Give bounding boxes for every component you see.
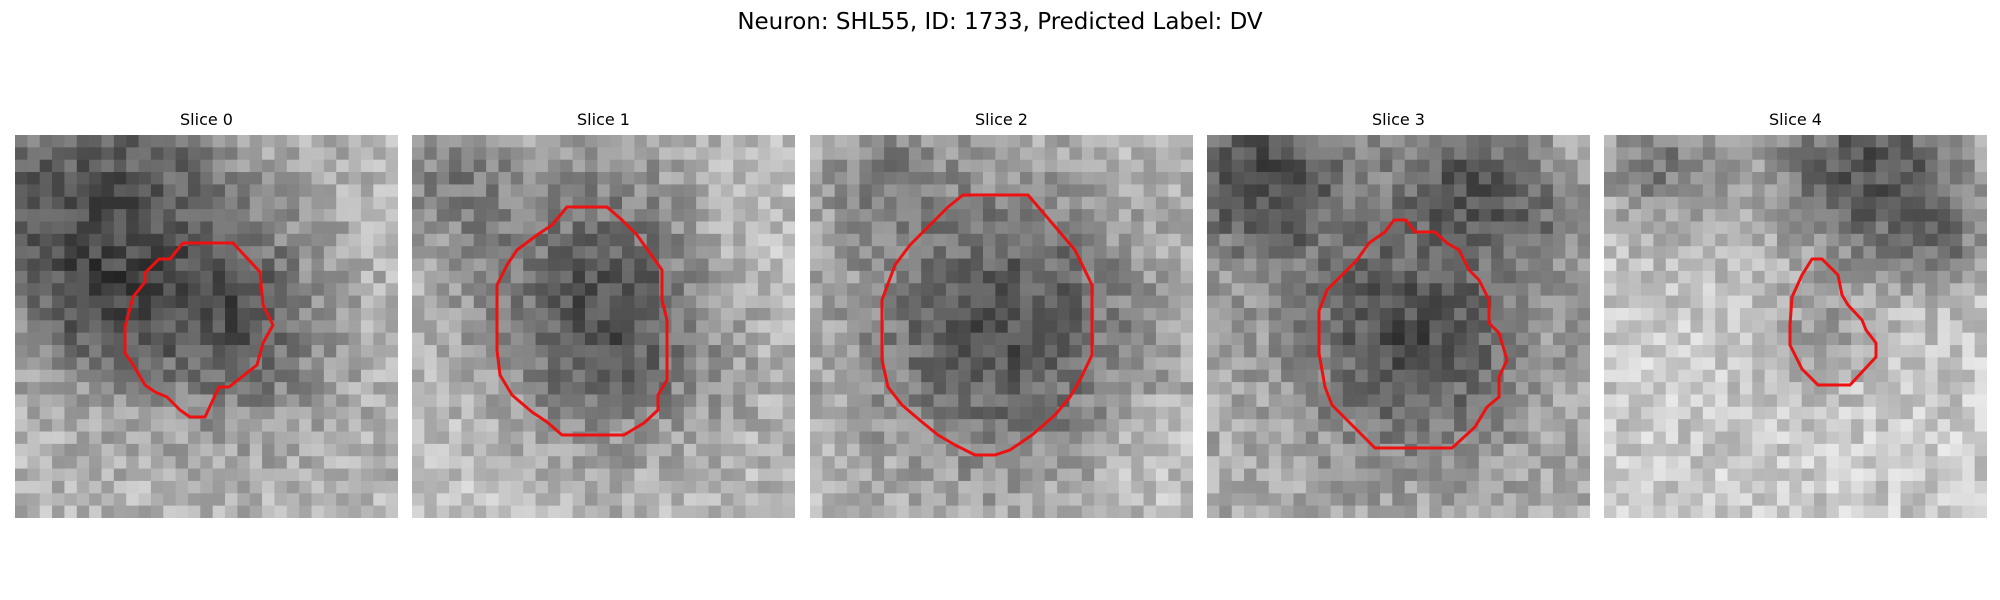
slice-panel-0: Slice 0 — [15, 109, 398, 518]
slice-image-0 — [15, 135, 398, 518]
slice-title-3: Slice 3 — [1372, 110, 1425, 129]
slice-panel-2: Slice 2 — [810, 109, 1193, 518]
slice-title-2: Slice 2 — [975, 110, 1028, 129]
figure-title: Neuron: SHL55, ID: 1733, Predicted Label… — [737, 9, 1263, 35]
slice-title-0: Slice 0 — [180, 110, 233, 129]
slice-panel-3: Slice 3 — [1207, 109, 1590, 518]
slice-title-1: Slice 1 — [577, 110, 630, 129]
slice-image-2 — [810, 135, 1193, 518]
microscopy-pixels — [1207, 135, 1590, 518]
roi-contour — [1317, 218, 1509, 450]
slice-image-1 — [412, 135, 795, 518]
slice-panel-4: Slice 4 — [1604, 109, 1987, 518]
slice-panel-1: Slice 1 — [412, 109, 795, 518]
slice-image-4 — [1604, 135, 1987, 518]
microscopy-pixels — [810, 135, 1193, 518]
microscopy-pixels — [15, 135, 398, 518]
roi-contour — [1788, 257, 1878, 387]
roi-contour — [123, 241, 275, 419]
microscopy-pixels — [412, 135, 795, 518]
slice-image-3 — [1207, 135, 1590, 518]
slice-title-4: Slice 4 — [1769, 110, 1822, 129]
roi-contour — [495, 205, 669, 437]
microscopy-pixels — [1604, 135, 1987, 518]
roi-contour — [880, 193, 1094, 457]
